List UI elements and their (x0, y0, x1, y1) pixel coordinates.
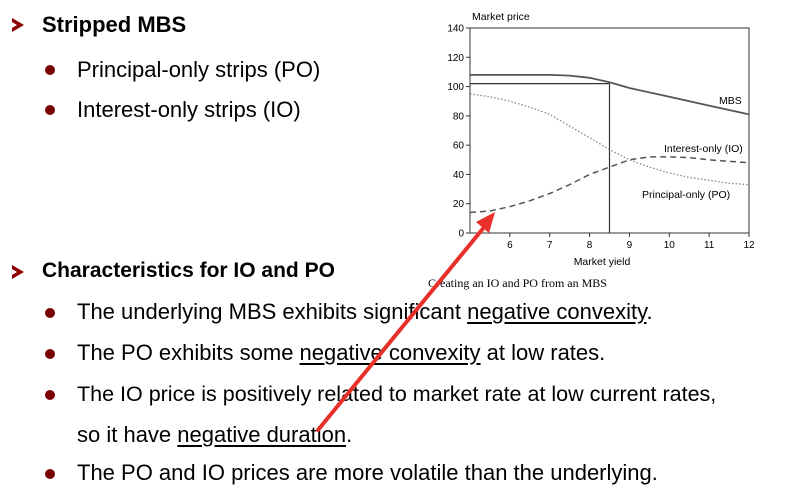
x-tick-label: 8 (587, 240, 593, 251)
term-negative-convexity: negative convexity (299, 340, 481, 365)
list-item-po: Principal-only strips (PO) (77, 57, 321, 82)
text-pre: so it have (77, 422, 178, 447)
x-tick-label: 10 (664, 240, 676, 251)
list-item-io: Interest-only strips (IO) (77, 97, 301, 122)
y-tick-label: 120 (447, 53, 464, 64)
term-negative-duration: negative duration (177, 422, 347, 447)
y-tick-label: 80 (453, 111, 465, 122)
text-post: . (646, 299, 653, 324)
x-tick-label: 9 (627, 240, 633, 251)
text-post: at low rates. (480, 340, 606, 365)
chart-caption: Creating an IO and PO from an MBS (428, 276, 607, 290)
series-label-po: Principal-only (PO) (642, 189, 730, 201)
x-axis-label: Market yield (574, 256, 631, 268)
x-tick-label: 7 (547, 240, 553, 251)
bullet-dot-icon (45, 65, 55, 75)
bullet-volatility: The PO and IO prices are more volatile t… (77, 460, 658, 485)
y-tick-label: 100 (447, 82, 464, 93)
bullet-mbs-convexity: The underlying MBS exhibits significant … (77, 299, 653, 325)
y-tick-label: 0 (458, 229, 464, 240)
bullet-io-duration: so it have negative duration. (77, 422, 352, 448)
text-pre: The PO exhibits some (77, 340, 300, 365)
term-negative-convexity: negative convexity (467, 299, 647, 324)
series-line-mbs (470, 74, 750, 116)
series-line-io (469, 156, 750, 214)
y-axis-label: Market price (472, 11, 530, 23)
series-line-po (469, 93, 750, 186)
x-tick-label: 6 (507, 240, 513, 251)
text-pre: The underlying MBS exhibits significant (77, 299, 468, 324)
text-post: . (346, 422, 353, 447)
y-tick-label: 40 (453, 170, 465, 181)
bullet-dot-icon (45, 308, 55, 318)
series-label-io: Interest-only (IO) (664, 143, 743, 155)
bullet-dot-icon (45, 469, 55, 479)
y-tick-label: 20 (453, 199, 465, 210)
y-tick-label: 140 (447, 24, 464, 35)
section1-arrow-icon (12, 18, 24, 32)
x-tick-label: 11 (704, 240, 715, 251)
section2-arrow-icon (12, 265, 24, 279)
price-yield-chart: 0 20 40 60 80 100 120 140 6 7 8 9 10 11 12 Market pric… (447, 11, 755, 268)
section2-title: Characteristics for IO and PO (42, 259, 335, 282)
bullet-dot-icon (45, 105, 55, 115)
bullet-dot-icon (45, 390, 55, 400)
chart-series-layer (469, 74, 750, 214)
x-tick-label: 12 (743, 240, 755, 251)
section1-title: Stripped MBS (42, 12, 187, 37)
y-tick-label: 60 (453, 141, 465, 152)
bullet-dot-icon (45, 349, 55, 359)
series-label-mbs: MBS (719, 95, 742, 107)
bullet-io-price: The IO price is positively related to ma… (77, 382, 717, 406)
chart-axes: 0 20 40 60 80 100 120 140 6 7 8 9 10 11 12 (447, 24, 755, 252)
bullet-po-convexity: The PO exhibits some negative convexity … (77, 340, 605, 366)
